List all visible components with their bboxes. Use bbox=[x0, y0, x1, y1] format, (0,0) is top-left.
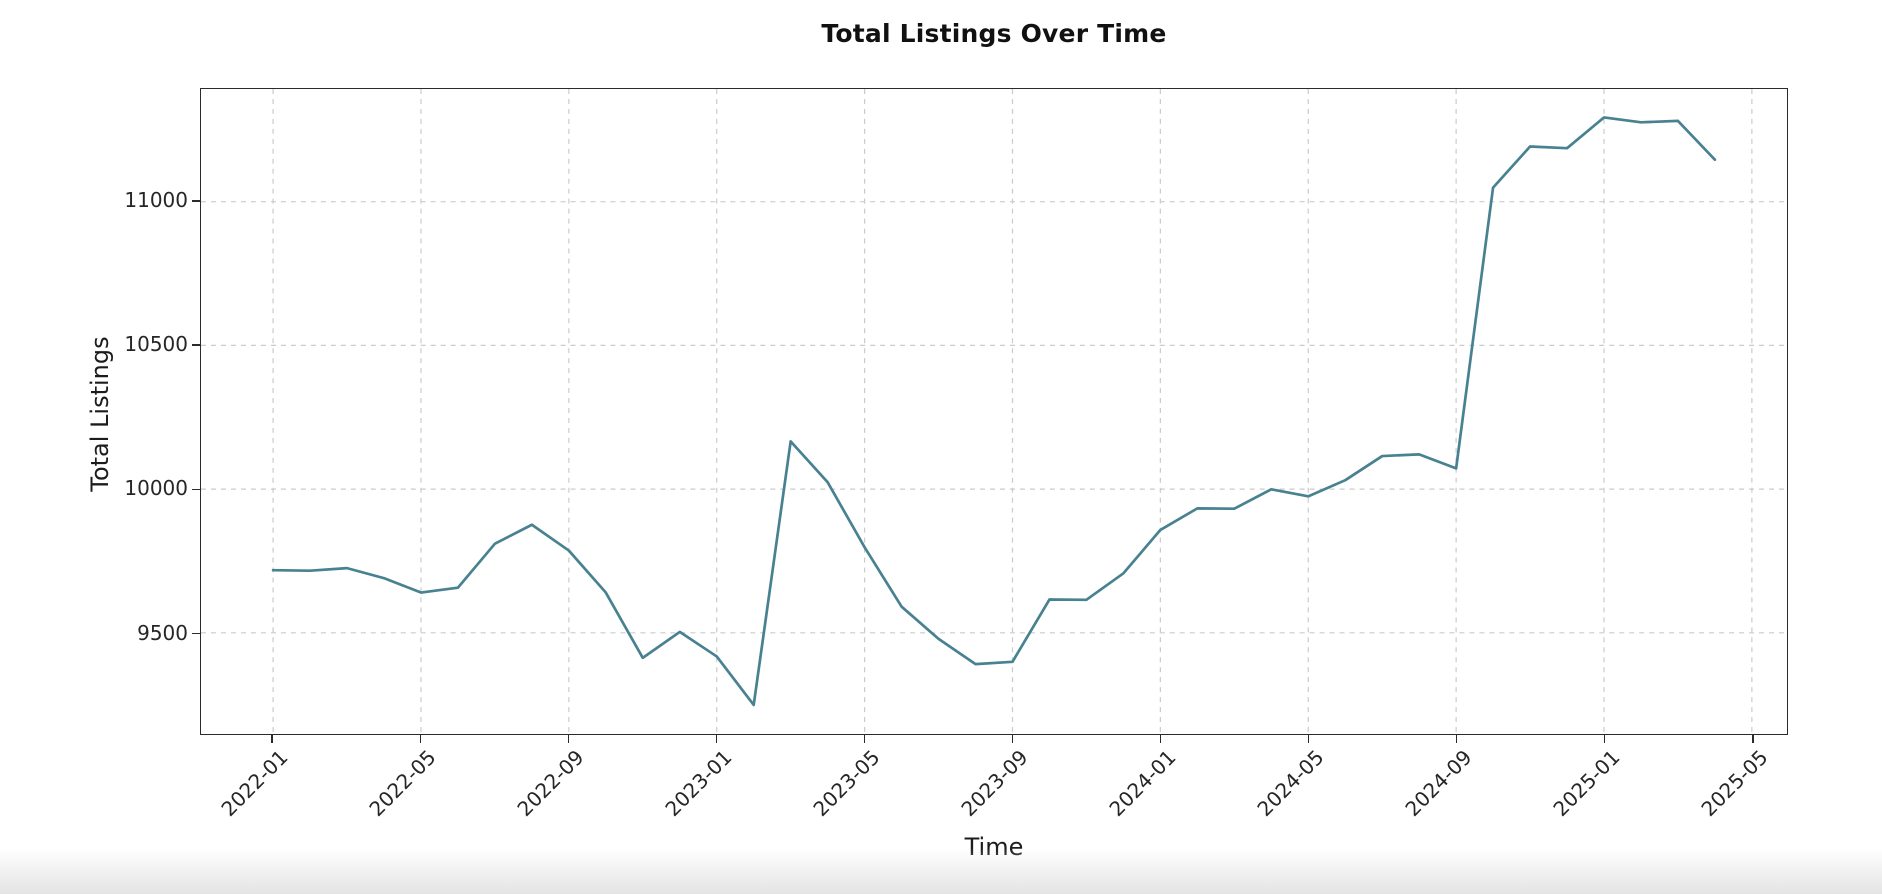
plot-area bbox=[200, 88, 1788, 735]
x-tick-label: 2025-01 bbox=[1548, 745, 1625, 822]
x-tick-label: 2022-05 bbox=[364, 745, 441, 822]
y-tick-label: 10000 bbox=[124, 476, 188, 501]
tick-mark bbox=[863, 735, 866, 743]
x-tick-label: 2023-09 bbox=[956, 745, 1033, 822]
tick-mark bbox=[1604, 735, 1606, 743]
x-tick-label: 2024-05 bbox=[1252, 745, 1329, 822]
x-tick-label: 2024-01 bbox=[1104, 745, 1181, 822]
tick-mark bbox=[192, 632, 200, 635]
tick-mark bbox=[192, 344, 200, 346]
x-tick-label: 2022-09 bbox=[512, 745, 589, 822]
y-tick-label: 11000 bbox=[124, 187, 188, 212]
x-tick-label: 2022-01 bbox=[216, 745, 293, 822]
x-tick-label: 2025-05 bbox=[1696, 745, 1773, 822]
chart-title: Total Listings Over Time bbox=[821, 19, 1167, 48]
x-axis-label: Time bbox=[964, 833, 1024, 861]
y-axis-label: Total Listings bbox=[86, 336, 114, 492]
tick-mark bbox=[567, 735, 569, 743]
y-tick-label: 10500 bbox=[124, 331, 188, 356]
line-chart-canvas bbox=[201, 89, 1787, 734]
x-tick-label: 2023-01 bbox=[660, 745, 737, 822]
tick-mark bbox=[192, 488, 200, 491]
tick-mark bbox=[192, 200, 200, 202]
tick-mark bbox=[1752, 735, 1754, 743]
tick-mark bbox=[1011, 735, 1014, 743]
tick-mark bbox=[271, 735, 273, 743]
gridlines bbox=[201, 89, 1787, 734]
tick-mark bbox=[1307, 735, 1310, 743]
x-tick-label: 2023-05 bbox=[808, 745, 885, 822]
tick-mark bbox=[1159, 735, 1162, 743]
y-tick-label: 9500 bbox=[137, 620, 188, 645]
series-line-total-listings bbox=[271, 116, 1717, 707]
tick-mark bbox=[1456, 735, 1458, 743]
x-tick-label: 2024-09 bbox=[1400, 745, 1477, 822]
tick-mark bbox=[715, 735, 718, 743]
tick-mark bbox=[419, 735, 421, 743]
